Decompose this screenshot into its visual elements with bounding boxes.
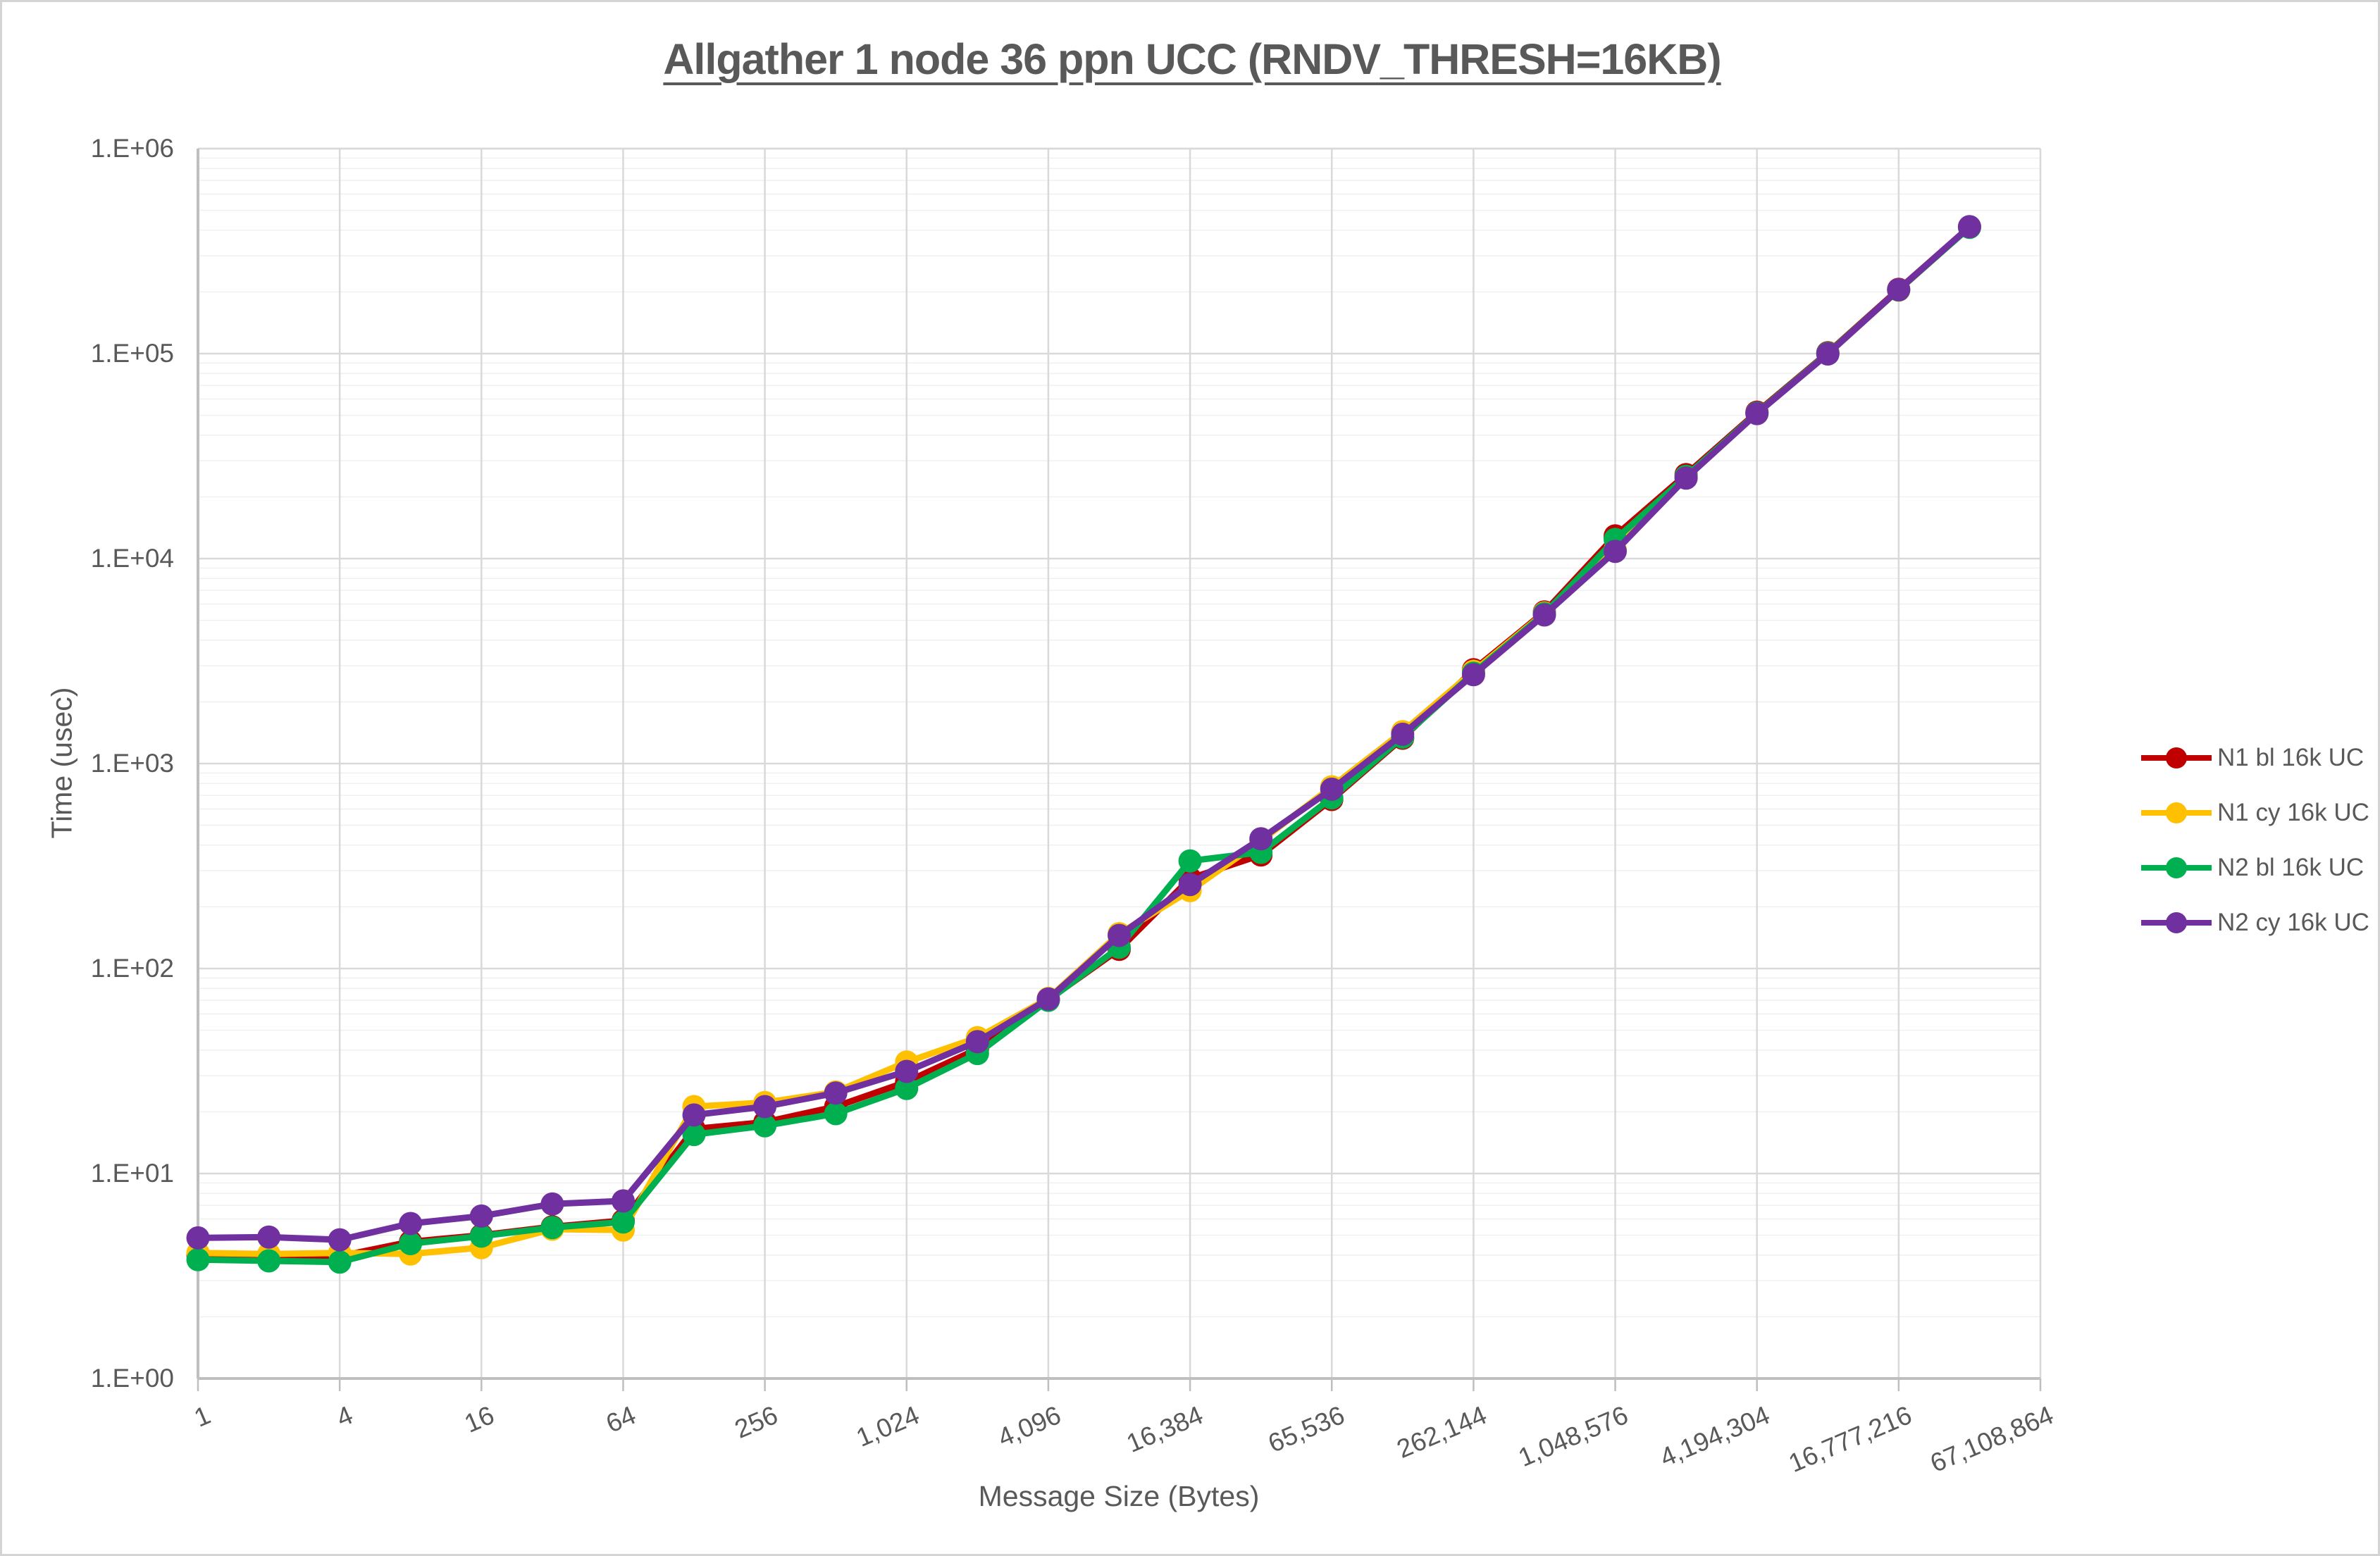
data-point-n2-cy-16k-uc[interactable]: [540, 1192, 564, 1216]
legend-marker-icon: [2141, 802, 2212, 823]
y-tick-label: 1.E+01: [90, 1159, 174, 1188]
data-point-n2-cy-16k-uc[interactable]: [682, 1103, 706, 1127]
data-point-n2-bl-16k-uc[interactable]: [753, 1114, 777, 1138]
data-point-n2-bl-16k-uc[interactable]: [399, 1232, 423, 1255]
series-n2-cy-16k-uc[interactable]: [186, 215, 1981, 1252]
legend-marker-icon: [2141, 912, 2212, 933]
data-point-n2-bl-16k-uc[interactable]: [540, 1216, 564, 1240]
data-point-n2-cy-16k-uc[interactable]: [1745, 402, 1769, 425]
legend-marker-icon: [2141, 747, 2212, 768]
data-point-n2-cy-16k-uc[interactable]: [1604, 540, 1627, 564]
y-tick-label: 1.E+04: [90, 544, 174, 573]
legend-item-label: N1 cy 16k UC: [2217, 799, 2369, 826]
data-point-n2-cy-16k-uc[interactable]: [824, 1081, 848, 1105]
series-line-n2-cy-16k-uc[interactable]: [194, 223, 1973, 1243]
data-point-n2-bl-16k-uc[interactable]: [469, 1224, 493, 1248]
data-point-n2-bl-16k-uc[interactable]: [257, 1249, 281, 1273]
data-point-n2-cy-16k-uc[interactable]: [1320, 777, 1344, 801]
data-point-n2-cy-16k-uc[interactable]: [965, 1030, 989, 1054]
legend-item-n1-cy-16k-uc[interactable]: N1 cy 16k UC: [2141, 785, 2369, 840]
data-point-n2-cy-16k-uc[interactable]: [399, 1212, 423, 1236]
y-tick-label: 1.E+02: [90, 954, 174, 983]
data-point-n2-bl-16k-uc[interactable]: [824, 1102, 848, 1126]
data-point-n2-bl-16k-uc[interactable]: [682, 1123, 706, 1147]
legend: N1 bl 16k UC N1 cy 16k UC N2 bl 16k UC N2 c…: [2141, 730, 2369, 950]
data-point-n2-cy-16k-uc[interactable]: [1957, 215, 1981, 239]
data-point-n2-cy-16k-uc[interactable]: [1816, 342, 1840, 366]
data-point-n2-cy-16k-uc[interactable]: [1391, 722, 1415, 746]
y-tick-label: 1.E+06: [90, 134, 174, 163]
data-point-n2-bl-16k-uc[interactable]: [186, 1247, 210, 1271]
data-point-n2-cy-16k-uc[interactable]: [1036, 987, 1060, 1011]
legend-item-label: N2 bl 16k UC: [2217, 854, 2364, 881]
legend-marker-icon: [2141, 857, 2212, 878]
data-point-n2-cy-16k-uc[interactable]: [328, 1228, 352, 1252]
data-point-n2-cy-16k-uc[interactable]: [1461, 663, 1485, 687]
data-point-n2-bl-16k-uc[interactable]: [328, 1250, 352, 1274]
data-point-n2-cy-16k-uc[interactable]: [1249, 827, 1273, 851]
data-point-n2-cy-16k-uc[interactable]: [612, 1189, 635, 1213]
data-point-n2-cy-16k-uc[interactable]: [257, 1225, 281, 1249]
data-point-n2-cy-16k-uc[interactable]: [1532, 603, 1556, 627]
legend-item-label: N2 cy 16k UC: [2217, 909, 2369, 936]
series-line-n1-bl-16k-uc[interactable]: [194, 223, 1973, 1261]
y-tick-label: 1.E+05: [90, 339, 174, 368]
series-line-n1-cy-16k-uc[interactable]: [194, 224, 1973, 1257]
y-tick-label: 1.E+00: [90, 1364, 174, 1393]
legend-item-n2-cy-16k-uc[interactable]: N2 cy 16k UC: [2141, 895, 2369, 950]
chart-title: Allgather 1 node 36 ppn UCC (RNDV_THRESH…: [663, 35, 1721, 83]
data-point-n2-cy-16k-uc[interactable]: [1178, 873, 1202, 897]
x-axis-title: Message Size (Bytes): [978, 1480, 1260, 1512]
y-axis-title: Time (usec): [45, 687, 78, 839]
legend-item-n1-bl-16k-uc[interactable]: N1 bl 16k UC: [2141, 730, 2369, 785]
data-point-n2-bl-16k-uc[interactable]: [1178, 849, 1202, 873]
data-point-n2-bl-16k-uc[interactable]: [895, 1076, 919, 1100]
legend-item-n2-bl-16k-uc[interactable]: N2 bl 16k UC: [2141, 840, 2369, 895]
series-line-n2-bl-16k-uc[interactable]: [194, 224, 1973, 1266]
data-point-n2-bl-16k-uc[interactable]: [612, 1210, 635, 1234]
data-point-n2-cy-16k-uc[interactable]: [895, 1059, 919, 1083]
legend-item-label: N1 bl 16k UC: [2217, 744, 2364, 771]
data-point-n2-cy-16k-uc[interactable]: [1674, 466, 1698, 490]
data-point-n2-cy-16k-uc[interactable]: [753, 1095, 777, 1119]
data-point-n2-cy-16k-uc[interactable]: [1887, 278, 1911, 301]
gridlines: [197, 147, 2042, 1391]
series-n2-bl-16k-uc[interactable]: [186, 216, 1981, 1274]
data-point-n2-cy-16k-uc[interactable]: [469, 1204, 493, 1228]
y-tick-label: 1.E+03: [90, 749, 174, 778]
data-point-n2-cy-16k-uc[interactable]: [186, 1226, 210, 1250]
data-point-n2-cy-16k-uc[interactable]: [1108, 923, 1131, 947]
